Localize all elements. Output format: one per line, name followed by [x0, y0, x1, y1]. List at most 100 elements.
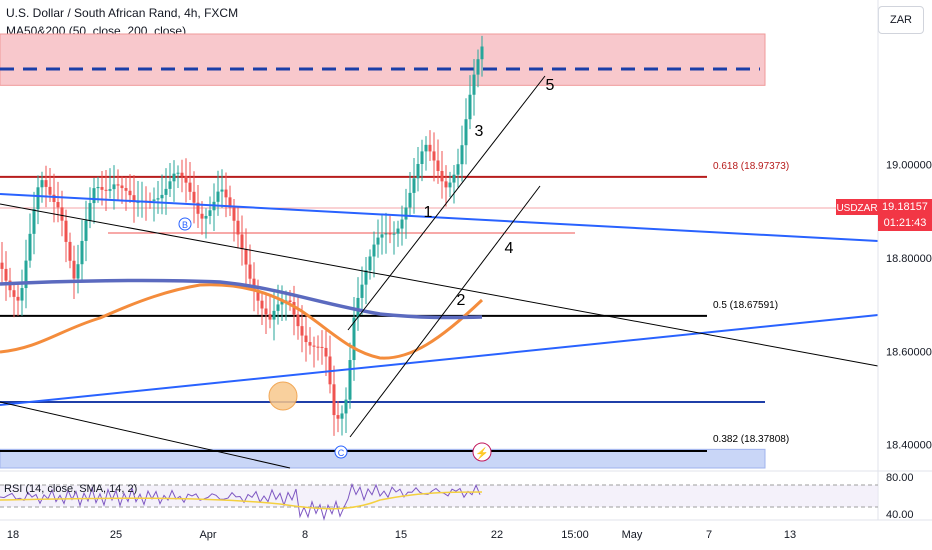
candle-body — [372, 244, 376, 257]
candle-body — [32, 209, 36, 234]
candle-body — [228, 197, 232, 208]
wave-label-2: 2 — [457, 292, 466, 309]
x-tick-label: 8 — [302, 529, 308, 541]
rsi-line — [0, 482, 481, 521]
candle-body — [464, 119, 468, 146]
candle-body — [436, 160, 440, 171]
candle-body — [472, 74, 476, 95]
candle-body — [84, 220, 88, 241]
candle-body — [172, 173, 176, 182]
candle-body — [252, 278, 256, 291]
blue-uptrend-line — [0, 314, 879, 406]
fib-500-label: 0.5 (18.67591) — [713, 300, 778, 311]
blue-downtrend-line — [0, 193, 879, 242]
candle-body — [72, 260, 76, 279]
candle-body — [96, 187, 100, 189]
candles-layer — [0, 35, 484, 436]
background-layer — [0, 33, 878, 469]
rsi-band — [0, 485, 878, 507]
candle-body — [60, 207, 64, 221]
x-tick-label: 15 — [395, 529, 407, 541]
rsi-pane: RSI (14, close, SMA, 14, 2) 80.00 40.00 — [0, 470, 932, 521]
candle-body — [68, 241, 72, 261]
y-tick-label: 18.80000 — [886, 253, 932, 265]
candle-body — [420, 151, 424, 164]
candle-body — [0, 262, 4, 269]
candle-body — [256, 290, 260, 301]
marker-b — [178, 217, 192, 231]
candle-body — [460, 145, 464, 165]
wave-label-1: 1 — [424, 204, 433, 221]
candle-body — [100, 187, 104, 190]
candle-body — [164, 188, 168, 195]
candle-body — [444, 181, 448, 188]
x-tick-label: 22 — [491, 529, 503, 541]
candle-body — [12, 290, 16, 297]
marker-c — [334, 445, 348, 459]
candle-body — [20, 288, 24, 301]
resistance-zone — [0, 33, 766, 86]
candle-body — [348, 360, 352, 400]
candle-body — [40, 180, 44, 188]
candle-body — [384, 233, 388, 235]
candle-body — [48, 186, 52, 195]
countdown-tag: 01:21:43 — [878, 215, 932, 231]
candle-body — [272, 310, 276, 320]
candle-body — [192, 191, 196, 203]
candle-body — [304, 335, 308, 343]
candle-body — [16, 296, 20, 301]
symbol-tag-label: USDZAR — [836, 203, 877, 214]
candle-body — [424, 144, 428, 152]
candle-body — [360, 284, 364, 298]
candle-body — [296, 314, 300, 327]
rsi-tick-label: 80.00 — [886, 472, 914, 484]
candle-body — [236, 220, 240, 235]
current-price-tag: 19.18157 — [878, 199, 932, 215]
candle-body — [204, 215, 208, 219]
candle-body — [108, 189, 112, 191]
candle-body — [152, 199, 156, 201]
rsi-sma-line — [0, 491, 483, 510]
candle-body — [8, 280, 12, 291]
currency-selector[interactable]: ZAR — [878, 6, 924, 34]
candle-body — [456, 164, 460, 175]
candle-body — [88, 203, 92, 221]
fib-382-label: 0.382 (18.37808) — [713, 434, 789, 445]
y-tick-label: 18.60000 — [886, 346, 932, 358]
candle-body — [112, 184, 116, 190]
candle-body — [224, 189, 228, 198]
wave-label-4: 4 — [505, 240, 514, 257]
wave-label-5: 5 — [546, 77, 555, 94]
candle-body — [248, 264, 252, 279]
moving-averages-layer — [0, 278, 484, 360]
candle-body — [132, 195, 136, 203]
x-tick-label: 15:00 — [561, 529, 589, 541]
candle-body — [380, 234, 384, 238]
candle-body — [264, 308, 268, 315]
support-zone — [0, 448, 766, 469]
candle-body — [404, 207, 408, 220]
y-tick-label: 19.00000 — [886, 160, 932, 172]
candle-body — [188, 182, 192, 192]
x-tick-label: 18 — [7, 529, 19, 541]
candle-body — [120, 185, 124, 189]
rsi-tick-label: 40.00 — [886, 509, 914, 521]
candle-body — [392, 233, 396, 235]
candle-body — [396, 228, 400, 234]
wave-label-3: 3 — [475, 123, 484, 140]
marker-c-label: C — [338, 448, 345, 458]
candle-body — [288, 300, 292, 303]
chart-title: U.S. Dollar / South African Rand, 4h, FX… — [6, 6, 239, 20]
channel-upper-line — [347, 75, 546, 331]
candle-body — [24, 260, 28, 289]
candle-body — [104, 189, 108, 191]
candle-body — [56, 201, 60, 208]
candle-body — [232, 207, 236, 221]
candle-body — [244, 249, 248, 265]
candle-body — [160, 194, 164, 199]
black-lower-diagonal — [0, 401, 291, 469]
candle-body — [36, 187, 40, 210]
candle-body — [216, 191, 220, 202]
candle-body — [128, 190, 132, 196]
